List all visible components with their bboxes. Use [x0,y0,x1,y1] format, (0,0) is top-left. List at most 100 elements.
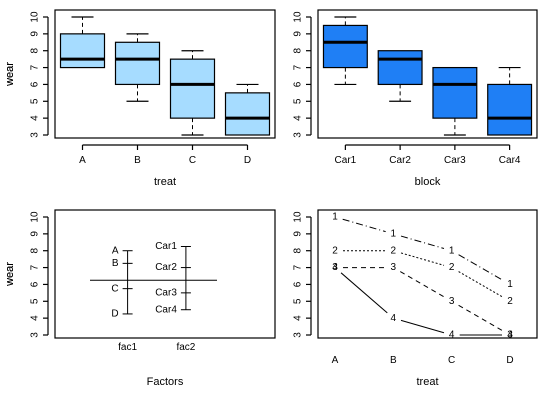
series-segment [340,272,388,314]
plot-frame [54,209,276,339]
series-4: 4 4 4 4 [332,262,513,340]
series-segment [400,252,445,266]
y-tick-label: 6 [293,281,304,287]
point-label: 1 [332,212,338,223]
series-segment [400,319,445,334]
level-label: A [112,245,119,256]
series-segment [400,271,445,298]
y-tick-label: 9 [30,31,41,37]
box-Car4 [487,66,533,136]
x-tick-label: C [448,355,455,366]
y-tick-label: 10 [293,211,304,223]
chart-panel-1: 3 4 5 6 7 8 9 10 wear treat A B C D [4,9,276,188]
y-tick-label: 4 [30,315,41,321]
x-tick-label: A [332,355,339,366]
x-axis-label: block [415,176,441,188]
box-D [224,83,271,136]
y-tick-label: 9 [293,231,304,237]
box-B [114,33,161,102]
plot-frame [54,9,276,139]
box-Car1 [322,16,368,86]
level-label: Car1 [155,241,177,252]
y-axis-label: wear [4,62,16,87]
box-body [114,41,161,86]
x-tick-label: Car1 [335,155,357,166]
x-tick-label: Car2 [389,155,411,166]
y-tick-label: 7 [30,64,41,70]
x-axis-label: treat [416,376,438,388]
y-tick-label: 9 [293,31,304,37]
point-label: 4 [332,262,338,273]
box-Car2 [377,50,423,102]
x-tick-label: B [134,155,141,166]
factor-name: fac2 [176,342,195,353]
box-body [432,66,478,119]
series-1: 1 1 1 1 [332,212,513,290]
x-axis-label: treat [154,176,176,188]
series-3: 3 3 3 3 [332,262,513,340]
box-body [169,58,216,119]
level-label: D [111,309,118,320]
box-C [169,50,216,136]
factor-fac2: Car1 Car2 Car3 Car4 fac2 [155,241,196,353]
series-segment [400,235,445,249]
x-tick-label: D [244,155,251,166]
point-label: 4 [449,330,455,341]
box-body [322,24,368,69]
y-tick-label: 8 [293,47,304,53]
x-axis-label: Factors [147,376,184,388]
y-tick-label: 10 [293,11,304,23]
y-tick-label: 6 [293,81,304,87]
point-label: 2 [507,296,513,307]
box-body [224,92,271,136]
y-tick-label: 10 [30,211,41,223]
series-segment [458,271,504,298]
point-label: 4 [507,330,513,341]
x-tick-label: Car3 [444,155,466,166]
y-tick-label: 7 [293,64,304,70]
point-label: 2 [391,245,397,256]
y-axis-label: wear [4,62,16,87]
box-body [59,33,106,69]
y-tick-label: 3 [30,132,41,138]
plot-frame [317,209,538,339]
y-tick-label: 10 [30,11,41,23]
box-A [59,16,106,69]
point-label: 3 [391,262,397,273]
series-2: 2 2 2 2 [332,245,513,307]
level-label: C [111,283,118,294]
y-tick-label: 6 [30,81,41,87]
y-tick-label: 3 [293,332,304,338]
y-tick-label: 9 [30,231,41,237]
y-tick-label: 5 [293,98,304,104]
level-label: Car3 [155,287,177,298]
series-segment [342,218,386,233]
point-label: 2 [449,262,455,273]
point-label: 4 [391,313,397,324]
y-axis-label: wear [4,262,16,287]
x-tick-label: C [189,155,196,166]
y-tick-label: 4 [293,315,304,321]
point-label: 1 [449,245,455,256]
point-label: 2 [332,245,338,256]
y-tick-label: 5 [30,98,41,104]
x-tick-label: A [79,155,86,166]
y-tick-label: 8 [293,247,304,253]
y-tick-label: 4 [293,115,304,121]
y-tick-label: 8 [30,247,41,253]
x-tick-label: B [390,355,397,366]
series-segment [458,304,504,332]
point-label: 1 [507,279,513,290]
y-axis-label: wear [4,262,16,287]
y-tick-label: 6 [30,281,41,287]
y-tick-label: 7 [30,264,41,270]
box-body [487,83,533,136]
point-label: 3 [332,262,338,273]
box-Car3 [432,66,478,136]
level-label: B [112,258,119,269]
y-tick-label: 8 [30,47,41,53]
